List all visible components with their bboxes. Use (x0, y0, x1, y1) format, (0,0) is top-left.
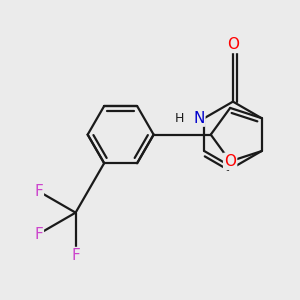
Text: O: O (224, 154, 236, 169)
Text: H: H (175, 112, 184, 124)
Text: F: F (34, 226, 43, 242)
Text: F: F (71, 248, 80, 263)
Text: O: O (227, 37, 239, 52)
Text: N: N (193, 111, 204, 126)
Text: F: F (34, 184, 43, 199)
